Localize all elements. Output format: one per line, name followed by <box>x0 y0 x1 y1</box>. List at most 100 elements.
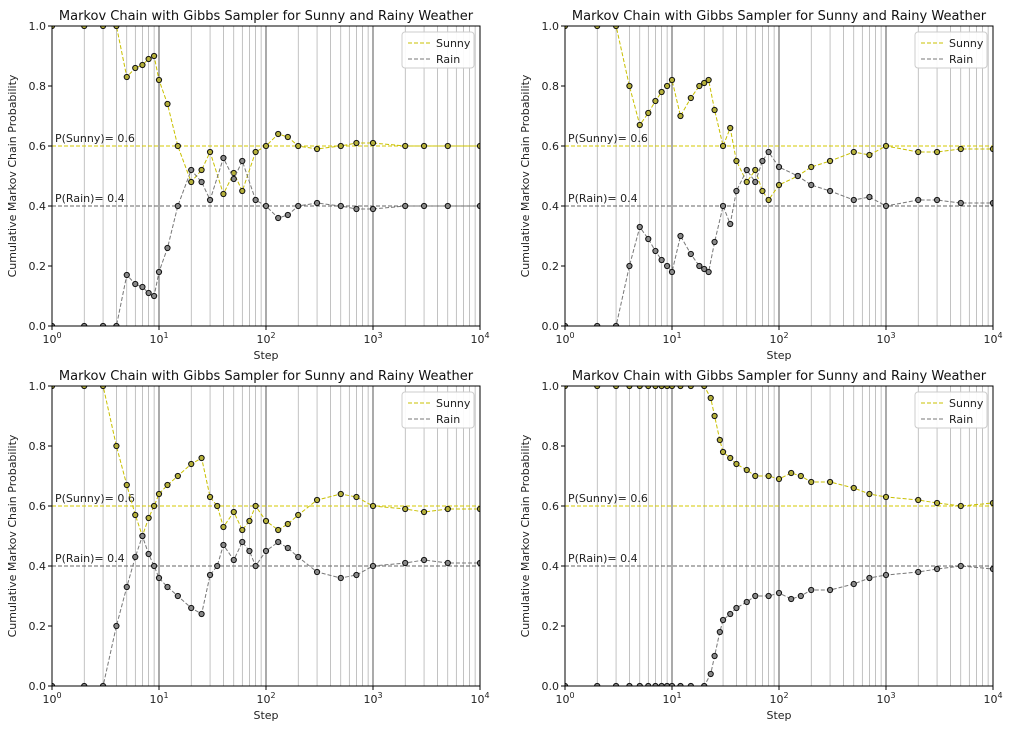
series-line-rain <box>565 151 993 326</box>
data-point-rain <box>759 157 766 165</box>
data-point-rain <box>252 562 259 570</box>
data-point-sunny <box>164 481 171 489</box>
data-point-rain <box>174 202 181 210</box>
data-point-sunny <box>707 394 714 402</box>
data-point-rain <box>113 622 120 630</box>
data-point-rain <box>677 232 684 240</box>
data-point-rain <box>658 256 665 264</box>
x-tick-exponent: 3 <box>377 691 382 700</box>
data-point-rain <box>420 556 428 564</box>
series-rain <box>565 562 993 686</box>
data-point-sunny <box>716 436 723 444</box>
y-axis: 0.0 0.2 0.4 0.6 0.8 1.0 <box>542 20 565 333</box>
data-point-rain <box>636 223 643 231</box>
x-tick-label: 102 <box>769 691 788 706</box>
data-point-sunny <box>759 187 766 195</box>
data-point-sunny <box>252 502 259 510</box>
data-point-sunny <box>765 196 772 204</box>
data-point-sunny <box>711 106 718 114</box>
data-point-rain <box>151 292 158 300</box>
data-point-sunny <box>420 142 428 150</box>
reference-label-rain: P(Rain)= 0.4 <box>55 552 125 565</box>
x-tick-base: 10 <box>256 693 270 706</box>
x-tick-exponent: 0 <box>569 331 574 340</box>
y-tick-label: 0.6 <box>542 500 560 513</box>
y-tick-label: 0.6 <box>29 500 47 513</box>
data-point-sunny <box>664 386 671 390</box>
x-tick-label: 104 <box>983 331 1002 346</box>
x-tick-label: 100 <box>42 331 61 346</box>
y-tick-label: 0.2 <box>542 260 560 273</box>
x-tick-exponent: 1 <box>676 331 681 340</box>
x-tick-base: 10 <box>983 693 997 706</box>
data-point-sunny <box>677 386 684 390</box>
data-point-sunny <box>652 386 659 390</box>
data-point-sunny <box>230 508 237 516</box>
data-point-sunny <box>198 166 205 174</box>
data-point-rain <box>915 568 922 576</box>
data-point-sunny <box>402 142 409 150</box>
data-point-rain <box>230 175 237 183</box>
data-point-sunny <box>444 505 451 513</box>
x-tick-exponent: 4 <box>484 691 489 700</box>
data-point-sunny <box>262 517 270 525</box>
data-point-rain <box>353 571 360 579</box>
data-point-rain <box>797 592 804 600</box>
data-point-rain <box>701 682 708 686</box>
data-point-sunny <box>668 76 676 84</box>
data-point-rain <box>145 289 152 297</box>
y-tick-label: 0.4 <box>29 200 47 213</box>
y-tick-label: 1.0 <box>542 380 560 393</box>
data-point-rain <box>866 574 873 582</box>
data-point-rain <box>850 580 857 588</box>
data-point-rain <box>826 586 834 594</box>
data-point-sunny <box>239 526 246 534</box>
data-point-sunny <box>701 79 708 87</box>
data-point-rain <box>664 262 671 270</box>
x-tick-exponent: 2 <box>783 331 788 340</box>
data-point-rain <box>262 202 270 210</box>
data-point-rain <box>132 280 139 288</box>
x-tick-base: 10 <box>42 693 56 706</box>
vertical-grid <box>83 26 476 326</box>
data-point-sunny <box>775 181 783 189</box>
x-tick-label: 100 <box>555 691 574 706</box>
data-point-sunny <box>719 142 727 150</box>
data-point-sunny <box>933 148 941 156</box>
series-sunny <box>565 386 993 510</box>
x-tick-base: 10 <box>149 333 163 346</box>
legend-label-rain: Rain <box>949 413 973 426</box>
data-point-sunny <box>733 157 740 165</box>
data-point-sunny <box>743 466 750 474</box>
data-point-rain <box>716 628 723 636</box>
chart-panel-2: P(Sunny)= 0.6 P(Rain)= 0.4 0.0 0.2 0.4 0.6 0.8… <box>519 9 1003 362</box>
data-point-sunny <box>664 82 671 90</box>
data-point-sunny <box>220 523 227 531</box>
y-axis: 0.0 0.2 0.4 0.6 0.8 1.0 <box>29 20 52 333</box>
reference-label-sunny: P(Sunny)= 0.6 <box>55 132 135 145</box>
y-tick-label: 0.8 <box>542 440 560 453</box>
data-point-sunny <box>882 142 890 150</box>
data-point-sunny <box>81 386 88 390</box>
x-tick-base: 10 <box>256 333 270 346</box>
data-point-rain <box>775 163 783 171</box>
x-tick-label: 101 <box>149 331 168 346</box>
data-point-sunny <box>626 82 633 90</box>
data-point-sunny <box>850 484 857 492</box>
data-point-sunny <box>687 386 694 390</box>
data-point-rain <box>275 538 282 546</box>
data-point-sunny <box>262 142 270 150</box>
data-point-sunny <box>797 472 804 480</box>
data-point-sunny <box>99 386 107 390</box>
x-tick-base: 10 <box>769 693 783 706</box>
data-point-sunny <box>645 386 652 390</box>
series-rain <box>565 148 993 326</box>
x-tick-base: 10 <box>983 333 997 346</box>
x-tick-label: 104 <box>470 331 489 346</box>
data-point-rain <box>214 562 221 570</box>
data-point-rain <box>719 202 727 210</box>
x-tick-base: 10 <box>662 333 676 346</box>
data-point-sunny <box>719 448 727 456</box>
data-point-sunny <box>99 26 107 30</box>
